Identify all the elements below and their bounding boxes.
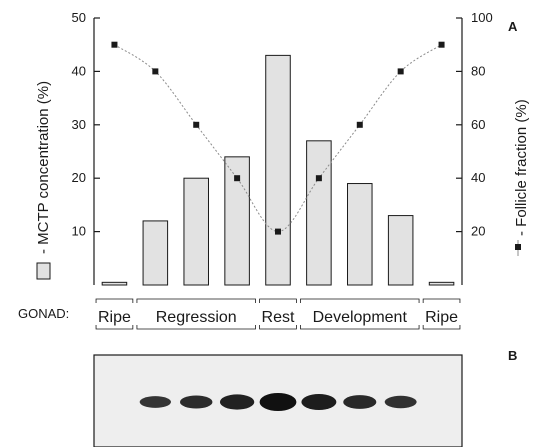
left-tick-label: 20 [72,170,86,185]
bar [428,281,455,286]
follicle-marker [193,121,200,128]
blot-band [301,394,337,410]
blot-band [384,395,417,409]
stage-bracket-top [422,298,461,303]
left-tick-label: 40 [72,63,86,78]
follicle-marker [356,121,363,128]
right-axis-ticks: 20 40 60 80 100 [456,10,493,239]
panel-a: 10 20 30 40 50 20 40 60 80 100 [72,10,493,286]
left-axis-title: - MCTP concentration (%) [35,81,52,280]
stage-bracket-bottom [259,325,297,330]
stage-bracket-bottom [422,325,461,330]
line-series [111,41,445,235]
stage-group: Regression [136,298,256,330]
gonad-label: GONAD: [18,306,69,321]
left-tick-label: 30 [72,117,86,132]
follicle-marker [234,175,241,182]
bar [347,183,373,286]
follicle-marker [152,68,159,75]
right-tick-label: 60 [471,117,485,132]
line-legend-marker [515,244,521,250]
blot-band [139,396,171,408]
follicle-marker [438,41,445,48]
stage-group: Ripe [95,298,134,330]
stage-bracket-bottom [136,325,256,330]
left-tick-label: 10 [72,224,86,239]
left-tick-label: 50 [72,10,86,25]
blot-bands [139,393,417,411]
bar-series [101,54,455,286]
bar [183,177,209,286]
stage-bracket-bottom [95,325,134,330]
right-tick-label: 80 [471,63,485,78]
left-axis-ticks: 10 20 30 40 50 [72,10,100,239]
bar [142,220,169,286]
panel-label-a: A [508,19,518,34]
right-axis-label: - Follicle fraction (%) [513,99,530,236]
stage-group: Rest [259,298,297,330]
right-axis-title: - Follicle fraction (%) [513,99,530,256]
blot-band [343,395,377,409]
stage-label: Ripe [98,309,131,326]
stage-label: Development [313,309,408,326]
right-tick-label: 20 [471,224,485,239]
panel-b [93,354,463,447]
stage-label: Regression [156,309,237,326]
bar [265,54,291,286]
follicle-marker [275,228,281,235]
bar [101,281,128,286]
follicle-marker [397,68,404,75]
right-tick-label: 100 [471,10,493,25]
stage-bracket-top [259,298,297,303]
blot-band [259,393,297,411]
stage-bracket-top [95,298,134,303]
blot-band [219,394,255,410]
stage-bracket-bottom [300,325,420,330]
stage-bracket-top [300,298,420,303]
panel-label-b: B [508,348,517,363]
bar-legend-swatch [36,262,51,280]
stage-group: Development [300,298,420,330]
stage-bracket-top [136,298,256,303]
follicle-marker [315,175,322,182]
bar [306,140,332,286]
stage-labels: Ripe Regression Rest Development Ripe [95,298,461,330]
stage-label: Ripe [425,309,458,326]
blot-band [179,395,213,409]
bar [387,215,414,286]
right-tick-label: 40 [471,170,485,185]
stage-group: Ripe [422,298,461,330]
left-axis-label: - MCTP concentration (%) [35,81,52,254]
follicle-marker [111,41,118,48]
stage-label: Rest [262,309,295,326]
